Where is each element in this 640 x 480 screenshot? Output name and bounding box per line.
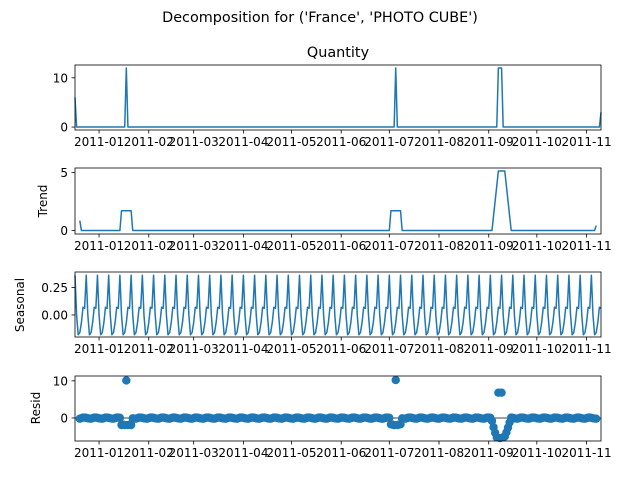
resid-point (122, 376, 131, 385)
x-tick-label: 2011-07 (364, 342, 414, 356)
x-tick-label: 2011-10 (512, 239, 562, 253)
panel-quantity-plot (74, 67, 602, 128)
panel-quantity-title: Quantity (307, 45, 370, 61)
x-tick-label: 2011-11 (561, 342, 611, 356)
x-tick-label: 2011-02 (124, 342, 174, 356)
x-tick-label: 2011-06 (316, 342, 366, 356)
y-tick-label: 10 (53, 374, 68, 388)
panel-seasonal-frame (74, 271, 602, 338)
x-tick-label: 2011-07 (364, 135, 414, 149)
y-tick-label: 0.25 (41, 281, 68, 295)
x-tick-label: 2011-03 (169, 135, 219, 149)
x-tick-label: 2011-05 (266, 135, 316, 149)
resid-point (391, 375, 400, 385)
x-tick-label: 2011-11 (561, 239, 611, 253)
x-tick-label: 2011-08 (414, 239, 464, 253)
x-tick-label: 2011-03 (169, 342, 219, 356)
x-tick-label: 2011-05 (266, 239, 316, 253)
x-tick-label: 2011-08 (414, 342, 464, 356)
y-tick-label: 0 (60, 224, 68, 238)
panel-trend-plot (79, 170, 597, 232)
y-tick-label: 0 (60, 411, 68, 425)
series-line (79, 170, 597, 232)
resid-point (115, 413, 125, 422)
x-tick-label: 2011-01 (74, 135, 124, 149)
x-tick-label: 2011-04 (218, 135, 268, 149)
panel-resid-plot (75, 375, 601, 443)
x-tick-label: 2011-01 (74, 342, 124, 356)
panel-trend-yticks: 05 (60, 166, 75, 238)
x-tick-label: 2011-04 (218, 239, 268, 253)
x-tick-label: 2011-06 (316, 239, 366, 253)
x-tick-label: 2011-11 (561, 446, 611, 460)
x-tick-label: 2011-09 (464, 239, 514, 253)
x-tick-label: 2011-07 (364, 446, 414, 460)
series-line (74, 67, 602, 128)
x-tick-label: 2011-07 (364, 239, 414, 253)
x-tick-label: 2011-02 (124, 239, 174, 253)
x-tick-label: 2011-11 (561, 135, 611, 149)
y-tick-label: 10 (53, 71, 68, 85)
resid-point (497, 388, 506, 397)
y-tick-label: 5 (60, 166, 68, 180)
x-tick-label: 2011-10 (512, 446, 562, 460)
x-tick-label: 2011-06 (316, 135, 366, 149)
panel-quantity-frame (74, 64, 602, 131)
x-tick-label: 2011-02 (124, 135, 174, 149)
y-tick-label: 0 (60, 121, 68, 135)
x-tick-label: 2011-10 (512, 342, 562, 356)
x-tick-label: 2011-05 (266, 342, 316, 356)
figure-suptitle: Decomposition for ('France', 'PHOTO CUBE… (162, 10, 478, 26)
x-tick-label: 2011-09 (464, 446, 514, 460)
x-tick-label: 2011-09 (464, 342, 514, 356)
resid-point (126, 420, 136, 430)
x-tick-label: 2011-01 (74, 239, 124, 253)
resid-point (385, 413, 394, 422)
x-tick-label: 2011-09 (464, 135, 514, 149)
panel-seasonal-plot (74, 274, 602, 336)
panel-seasonal-ylabel: Seasonal (13, 278, 27, 332)
resid-point (487, 416, 497, 426)
x-tick-label: 2011-08 (414, 135, 464, 149)
x-tick-label: 2011-05 (266, 446, 316, 460)
resid-point (591, 414, 601, 423)
panel-resid-yticks: 0 10 (53, 374, 75, 425)
panel-resid-frame (74, 375, 602, 442)
x-tick-label: 2011-04 (218, 446, 268, 460)
x-tick-label: 2011-03 (169, 446, 219, 460)
panel-trend-frame (74, 167, 602, 235)
panel-seasonal-yticks: 0.25 0.00 (41, 281, 75, 322)
x-tick-label: 2011-01 (74, 446, 124, 460)
x-tick-label: 2011-06 (316, 446, 366, 460)
x-tick-label: 2011-10 (512, 135, 562, 149)
x-tick-label: 2011-03 (169, 239, 219, 253)
x-tick-label: 2011-04 (218, 342, 268, 356)
y-tick-label: 0.00 (41, 308, 68, 322)
x-tick-label: 2011-08 (414, 446, 464, 460)
panel-resid-ylabel: Resid (29, 392, 43, 424)
panel-quantity-yticks: 0 10 (53, 71, 75, 135)
x-tick-label: 2011-02 (124, 446, 174, 460)
series-line (74, 274, 602, 336)
panel-trend-ylabel: Trend (36, 185, 50, 219)
